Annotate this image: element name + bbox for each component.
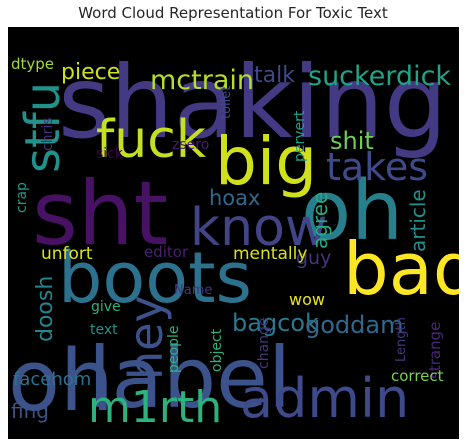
word-article: article (406, 189, 430, 252)
word-shaking: shaking (58, 44, 447, 161)
word-text: text (90, 322, 118, 338)
word-admin: admin (240, 367, 409, 430)
word-doosh: doosh (33, 276, 58, 342)
word-crap: crap (14, 182, 30, 213)
word-sick: sick (96, 146, 124, 162)
word-correct: correct (391, 367, 444, 385)
word-label: label (88, 329, 291, 427)
word-change: change (256, 317, 272, 369)
word-length: Length (394, 317, 409, 362)
word-wow: wow (289, 290, 325, 309)
word-mctrain: mctrain (150, 65, 254, 96)
word-strange: strange (426, 322, 444, 379)
word-stfu: stfu (15, 82, 71, 173)
word-bad: bad (343, 227, 459, 311)
word-sht: sht (32, 162, 168, 265)
word-name: Name (174, 283, 212, 298)
word-shit: shit (330, 127, 374, 155)
word-object: object (209, 328, 225, 372)
word-fing: fing (11, 399, 49, 423)
word-dtype: dtype (11, 55, 54, 73)
word-toilet: toilet (219, 86, 234, 119)
word-takes: takes (326, 145, 428, 189)
word-editor: editor (144, 243, 189, 261)
word-piece: piece (61, 60, 120, 85)
word-goddam: goddam (305, 311, 403, 339)
word-agree: agree (308, 192, 332, 249)
word-know: know (190, 198, 327, 258)
word-big: big (215, 123, 317, 200)
wordcloud-canvas: shaking oh sht oh label boots bad big admin fuck k… (8, 27, 459, 439)
word-oh: oh (8, 332, 114, 431)
word-chris: chris (40, 117, 56, 151)
word-pervert: pervert (292, 110, 308, 162)
word-bagcok: bagcok (232, 309, 319, 337)
word-hoax: hoax (209, 186, 260, 210)
word-mentally: mentally (233, 244, 307, 264)
word-boots: boots (58, 237, 252, 319)
word-m1rth: m1rth (88, 382, 222, 433)
word-fuck: fuck (96, 110, 206, 170)
word-talk: talk (254, 63, 295, 88)
word-give: give (91, 299, 121, 315)
word-people: people (166, 326, 182, 373)
word-zsero: zsero (172, 137, 209, 153)
word-guy: guy (296, 247, 331, 269)
word-facehom: facehom (13, 369, 91, 390)
word-oh: oh (301, 164, 403, 259)
word-unfort: unfort (41, 244, 93, 264)
word-hey: hey (119, 295, 173, 380)
word-suckerdick: suckerdick (308, 61, 451, 92)
chart-title: Word Cloud Representation For Toxic Text (78, 4, 388, 22)
